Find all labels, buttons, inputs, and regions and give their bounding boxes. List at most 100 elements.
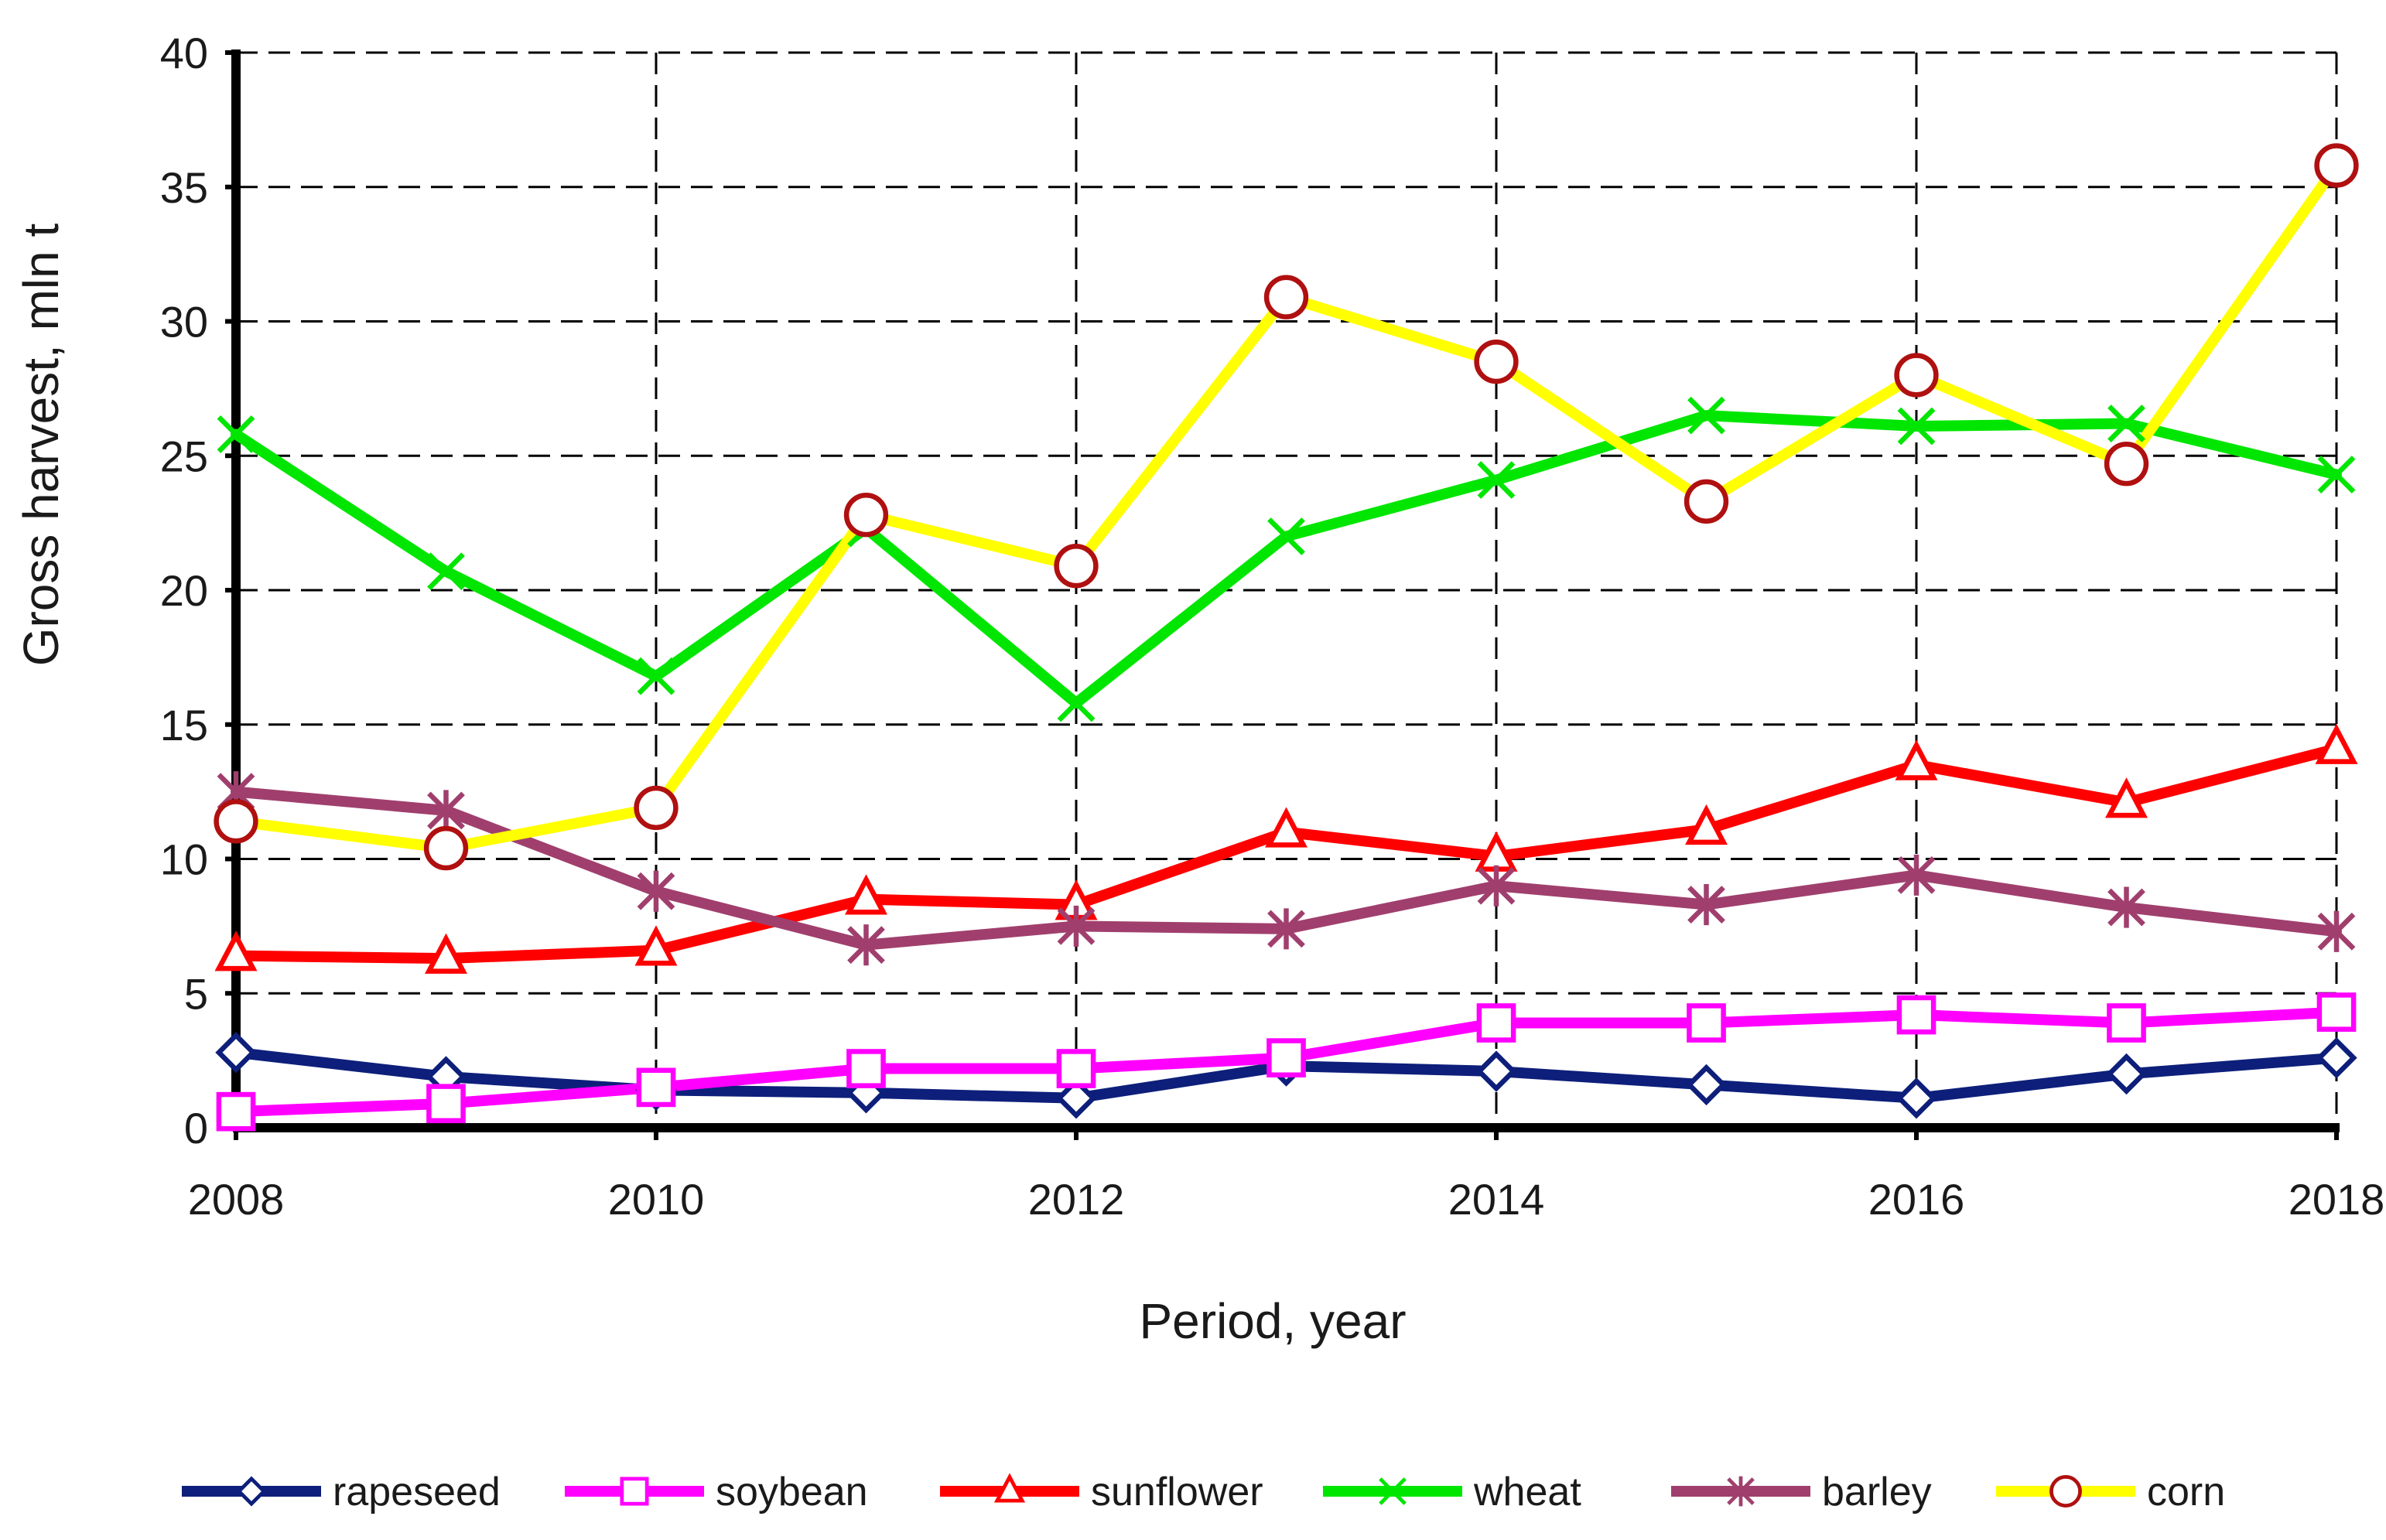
legend-label: wheat <box>1473 1470 1581 1514</box>
legend-label: rapeseed <box>333 1470 501 1514</box>
point-wheat <box>1267 517 1305 555</box>
point-soybean <box>1056 1049 1096 1088</box>
axis-labels: Period, year Gross harvest, mln t <box>13 223 1407 1349</box>
y-tick-label: 5 <box>184 969 208 1018</box>
point-wheat <box>427 552 465 591</box>
point-soybean <box>2316 992 2357 1032</box>
y-tick-label: 20 <box>160 566 208 615</box>
legend-marker-circle-icon <box>2049 1475 2082 1508</box>
legend-marker-square-icon <box>620 1477 649 1506</box>
point-sunflower <box>845 874 887 915</box>
point-rapeseed <box>1055 1077 1097 1119</box>
point-sunflower <box>1265 807 1308 848</box>
legend-marker-x-icon <box>1379 1477 1407 1505</box>
point-wheat <box>217 415 255 453</box>
series-markers <box>214 143 2359 1132</box>
x-axis-title: Period, year <box>1139 1293 1406 1349</box>
point-corn <box>634 785 679 831</box>
x-tick-label: 2016 <box>1868 1175 1965 1224</box>
series-line-wheat <box>231 410 2342 709</box>
point-corn <box>1263 275 1309 319</box>
point-corn <box>1894 353 1939 398</box>
point-sunflower <box>214 930 258 971</box>
point-soybean <box>426 1084 466 1124</box>
point-corn <box>1054 544 1099 589</box>
point-soybean <box>2107 1003 2146 1043</box>
grid <box>236 51 2338 1128</box>
point-soybean <box>1896 995 1936 1035</box>
y-tick-label: 40 <box>160 29 208 77</box>
point-soybean <box>216 1091 256 1132</box>
point-sunflower <box>425 933 467 974</box>
y-axis-title: Gross harvest, mln t <box>13 223 69 666</box>
point-rapeseed <box>1685 1064 1728 1106</box>
point-barley <box>1057 905 1096 947</box>
point-wheat <box>2317 456 2356 493</box>
point-sunflower <box>1685 804 1728 845</box>
point-soybean <box>1687 1003 1726 1043</box>
point-soybean <box>636 1067 676 1108</box>
legend-label: sunflower <box>1091 1470 1263 1514</box>
x-tick-label: 2014 <box>1448 1175 1545 1224</box>
legend-marker-asterisk-icon <box>1727 1476 1755 1507</box>
point-wheat <box>1477 461 1516 499</box>
point-wheat <box>2107 405 2145 442</box>
legend-label: soybean <box>716 1470 868 1514</box>
legend-marker-diamond-icon <box>236 1476 267 1507</box>
point-corn <box>2314 143 2359 188</box>
y-tick-label: 10 <box>160 835 208 884</box>
point-rapeseed <box>2105 1053 2148 1095</box>
point-barley <box>637 870 675 912</box>
point-sunflower <box>634 925 678 966</box>
point-corn <box>1474 339 1519 384</box>
point-rapeseed <box>2316 1036 2357 1079</box>
legend-item-wheat: wheat <box>1323 1470 1581 1514</box>
legend-label: corn <box>2147 1470 2225 1514</box>
y-tick-label: 25 <box>160 432 208 480</box>
point-rapeseed <box>215 1032 257 1074</box>
point-wheat <box>1057 684 1096 722</box>
point-sunflower <box>2315 723 2358 764</box>
x-tick-label: 2012 <box>1028 1175 1125 1224</box>
legend: rapeseed soybean sunflower wheat barley corn <box>182 1470 2225 1514</box>
legend-label: barley <box>1822 1470 1932 1514</box>
point-wheat <box>1687 396 1725 435</box>
point-rapeseed <box>1895 1077 1937 1119</box>
point-sunflower <box>1895 739 1938 780</box>
axes: 0 5 10 15 20 25 30 35 40 2008 2010 2012 2014 2016 2018 <box>160 29 2385 1224</box>
y-tick-label: 30 <box>160 298 208 347</box>
legend-item-corn: corn <box>1996 1470 2225 1514</box>
legend-item-rapeseed: rapeseed <box>182 1470 501 1514</box>
point-corn <box>2104 442 2149 487</box>
point-corn <box>214 799 258 844</box>
point-barley <box>1267 908 1305 950</box>
point-sunflower <box>2105 777 2148 818</box>
point-corn <box>1684 479 1729 524</box>
x-tick-label: 2008 <box>188 1175 285 1224</box>
x-tick-label: 2018 <box>2289 1175 2385 1224</box>
point-barley <box>2317 910 2356 952</box>
legend-item-sunflower: sunflower <box>940 1470 1263 1514</box>
point-barley <box>427 790 465 831</box>
point-barley <box>847 924 885 966</box>
y-tick-label: 35 <box>160 163 208 212</box>
point-barley <box>1477 865 1516 907</box>
point-wheat <box>1897 407 1936 446</box>
point-barley <box>2107 886 2145 928</box>
y-tick-label: 15 <box>160 701 208 750</box>
point-rapeseed <box>1475 1050 1517 1092</box>
point-barley <box>1687 884 1725 926</box>
point-corn <box>423 825 469 871</box>
point-wheat <box>637 657 675 695</box>
point-barley <box>1897 854 1936 896</box>
point-soybean <box>1476 1003 1516 1043</box>
point-soybean <box>846 1049 886 1088</box>
series-line-corn <box>231 159 2342 854</box>
point-soybean <box>1266 1038 1306 1078</box>
legend-item-barley: barley <box>1671 1470 1932 1514</box>
y-tick-label: 0 <box>184 1104 208 1152</box>
legend-marker-triangle-icon <box>993 1473 1026 1503</box>
point-corn <box>843 493 889 538</box>
x-tick-label: 2010 <box>608 1175 705 1224</box>
